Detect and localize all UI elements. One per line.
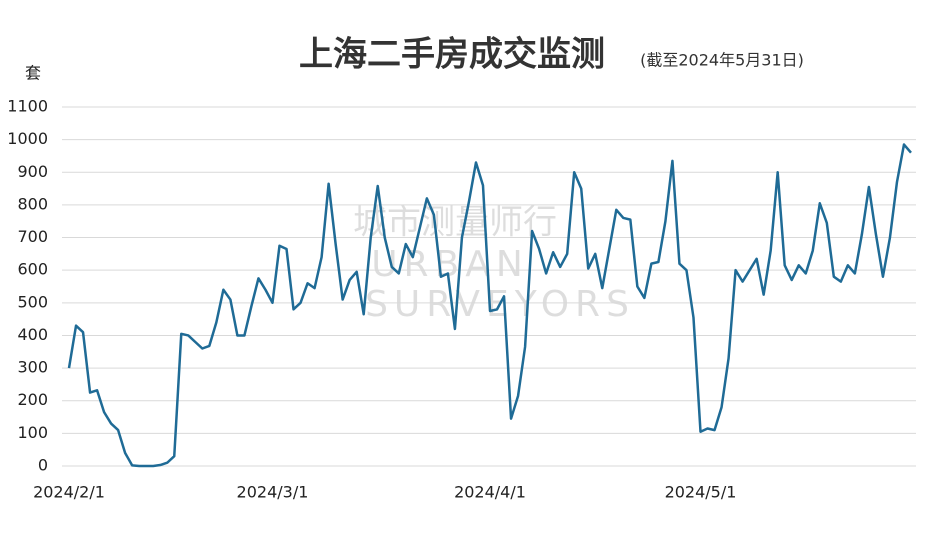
chart-title: 上海二手房成交监测	[299, 35, 605, 75]
y-tick-label: 300	[17, 358, 48, 377]
watermark-text: SURVEYORS	[365, 284, 635, 325]
y-tick-label: 200	[17, 390, 48, 409]
y-tick-label: 0	[38, 456, 48, 475]
y-tick-label: 500	[17, 292, 48, 311]
y-tick-label: 100	[17, 423, 48, 442]
y-tick-label: 700	[17, 227, 48, 246]
y-tick-label: 800	[17, 194, 48, 213]
y-tick-label: 1000	[7, 129, 48, 148]
watermark: 城市测量师行 URBAN SURVEYORS	[353, 203, 635, 326]
y-axis-label: 套	[25, 64, 41, 83]
y-tick-label: 900	[17, 162, 48, 181]
chart-subtitle: (截至2024年5月31日)	[640, 51, 804, 70]
y-tick-label: 1100	[7, 97, 48, 116]
y-tick-label: 600	[17, 260, 48, 279]
watermark-text: 城市测量师行	[353, 203, 557, 243]
x-tick-label: 2024/3/1	[237, 483, 309, 502]
y-tick-label: 400	[17, 325, 48, 344]
x-tick-label: 2024/5/1	[665, 483, 737, 502]
x-tick-label: 2024/4/1	[454, 483, 526, 502]
x-tick-label: 2024/2/1	[33, 483, 105, 502]
watermark-text: URBAN	[371, 244, 529, 285]
data-line	[67, 143, 912, 468]
